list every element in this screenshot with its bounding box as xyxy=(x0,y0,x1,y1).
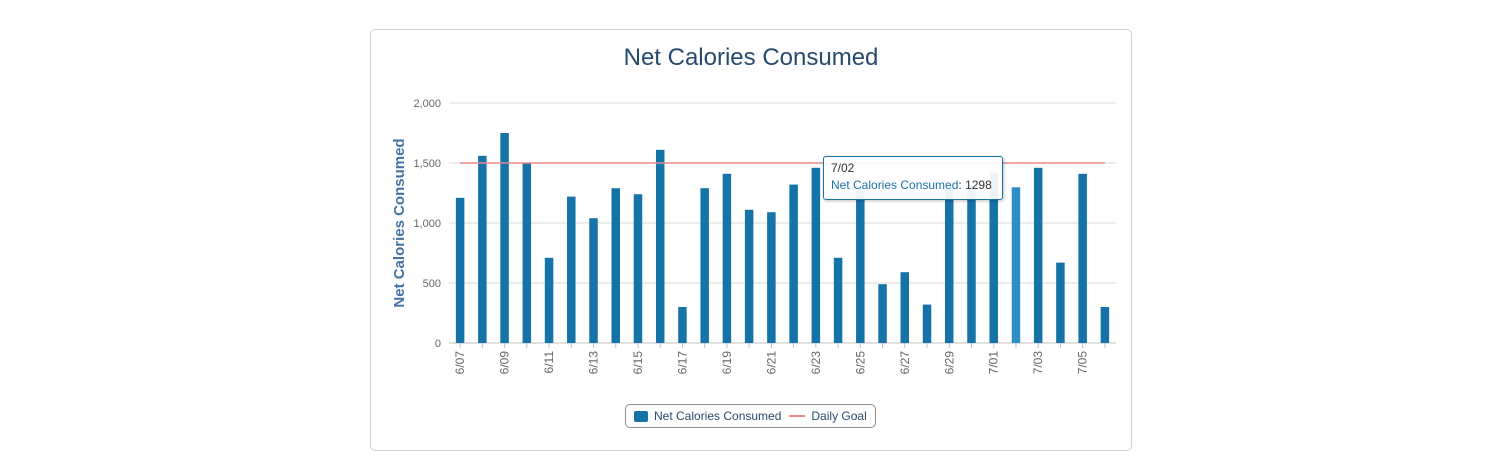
bar xyxy=(611,188,620,343)
bar xyxy=(544,257,554,343)
bar xyxy=(1011,187,1021,343)
y-tick-label: 2,000 xyxy=(413,98,441,110)
bar xyxy=(1056,262,1065,343)
bar-swatch-icon xyxy=(634,410,648,422)
bar xyxy=(455,197,465,343)
bar xyxy=(811,167,821,343)
bar xyxy=(945,188,954,343)
bar xyxy=(878,284,887,343)
chart-card: Net Calories Consumed 0 500 1,000 1,500 2,00… xyxy=(370,29,1132,451)
bar-chart: 0 500 1,000 1,500 2,000 Net Calories Consumed… xyxy=(391,98,1116,375)
x-tick-label: 6/07 xyxy=(453,351,467,375)
tooltip-series-name: Net Calories Consumed xyxy=(831,178,959,192)
bar xyxy=(500,133,509,343)
chart-title: Net Calories Consumed xyxy=(623,44,879,71)
bar xyxy=(589,218,598,343)
x-tick-label: 6/19 xyxy=(720,351,734,375)
x-tick-label: 6/17 xyxy=(675,351,689,375)
x-tick-label: 6/13 xyxy=(587,351,601,375)
legend-item-daily-goal[interactable]: Daily Goal xyxy=(789,409,867,423)
x-tick-label: 6/27 xyxy=(898,351,912,375)
y-tick-label: 1,000 xyxy=(413,218,441,230)
x-tick-label: 6/11 xyxy=(542,351,556,374)
legend-label-net-calories: Net Calories Consumed xyxy=(654,409,782,423)
x-tick-label: 6/25 xyxy=(853,351,867,375)
bar xyxy=(744,209,754,343)
bar xyxy=(1033,167,1043,343)
legend-item-net-calories[interactable]: Net Calories Consumed xyxy=(634,409,781,423)
legend-label-daily-goal: Daily Goal xyxy=(811,409,867,423)
y-axis-title: Net Calories Consumed xyxy=(391,138,408,307)
bar xyxy=(722,173,732,343)
x-tick-label: 7/05 xyxy=(1076,351,1090,375)
x-tick-label: 6/15 xyxy=(631,351,645,375)
tooltip-value: 1298 xyxy=(965,178,992,192)
bar xyxy=(922,304,932,343)
y-tick-label: 1,500 xyxy=(413,158,441,170)
x-tick-label: 6/21 xyxy=(764,351,778,375)
bar xyxy=(856,189,865,343)
x-tick-label: 6/09 xyxy=(498,351,512,375)
bar xyxy=(700,188,709,343)
bar xyxy=(678,307,687,343)
y-tick-label: 500 xyxy=(423,278,441,290)
x-tick-label: 6/23 xyxy=(809,351,823,375)
y-tick-label: 0 xyxy=(435,338,441,350)
bar xyxy=(478,155,487,343)
line-swatch-icon xyxy=(789,415,806,417)
x-tick-label: 7/03 xyxy=(1031,351,1045,375)
bar xyxy=(633,194,643,343)
chart-tooltip: 7/02 Net Calories Consumed: 1298 xyxy=(823,156,1003,200)
bar xyxy=(900,272,910,343)
bar xyxy=(1078,173,1087,343)
bar xyxy=(789,184,798,343)
chart-legend: Net Calories Consumed Daily Goal xyxy=(625,404,876,428)
bar xyxy=(1100,307,1110,343)
bar xyxy=(655,149,665,343)
bar xyxy=(767,212,776,343)
tooltip-date: 7/02 xyxy=(831,161,855,175)
x-tick-label: 7/01 xyxy=(987,351,1001,375)
bar xyxy=(833,257,843,343)
x-tick-label: 6/29 xyxy=(942,351,956,375)
bar xyxy=(522,163,532,343)
bar xyxy=(967,185,976,343)
bar xyxy=(989,172,998,343)
bar xyxy=(567,196,576,343)
